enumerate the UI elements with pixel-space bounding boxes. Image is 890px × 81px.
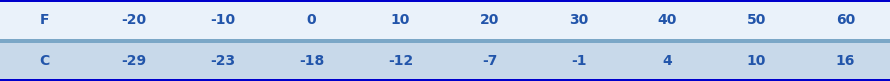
Text: 60: 60	[836, 13, 855, 27]
Bar	[0, 43, 890, 79]
Text: C: C	[39, 54, 50, 68]
Bar	[0, 79, 890, 81]
Text: 16: 16	[836, 54, 855, 68]
Text: 0: 0	[307, 13, 316, 27]
Text: -10: -10	[210, 13, 235, 27]
Bar	[0, 0, 890, 2]
Text: 10: 10	[747, 54, 766, 68]
Text: -29: -29	[121, 54, 146, 68]
Text: -12: -12	[388, 54, 413, 68]
Text: 20: 20	[480, 13, 499, 27]
Text: -20: -20	[121, 13, 146, 27]
Text: 10: 10	[391, 13, 410, 27]
Bar	[0, 2, 890, 38]
Text: F: F	[40, 13, 49, 27]
Text: -1: -1	[570, 54, 587, 68]
Text: -7: -7	[481, 54, 498, 68]
Text: 40: 40	[658, 13, 677, 27]
Text: 30: 30	[569, 13, 588, 27]
Bar	[0, 38, 890, 43]
Text: -23: -23	[210, 54, 235, 68]
Text: 4: 4	[663, 54, 672, 68]
Text: 50: 50	[747, 13, 766, 27]
Text: -18: -18	[299, 54, 324, 68]
